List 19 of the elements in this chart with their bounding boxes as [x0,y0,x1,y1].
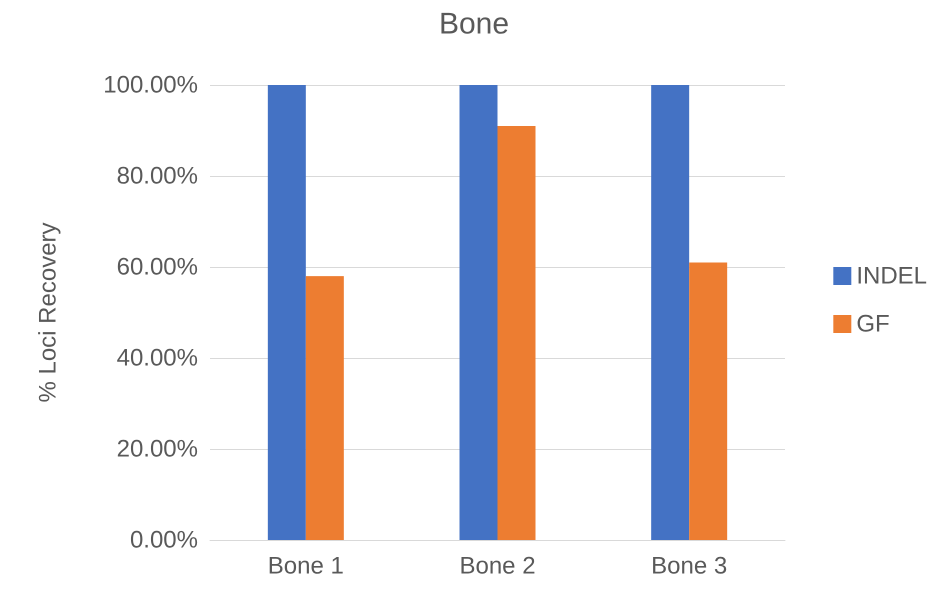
y-tick-label: 0.00% [130,526,198,554]
y-tick-label: 80.00% [116,162,198,190]
x-tick-label: Bone 3 [651,552,728,580]
bar [460,85,498,540]
chart-title: Bone [438,8,510,40]
legend-label: INDEL [856,262,927,290]
y-tick-label: 20.00% [116,436,198,462]
bar [498,126,536,540]
bar [306,276,344,540]
y-tick-label: 40.00% [116,344,198,372]
x-tick-label: Bone 2 [459,552,536,580]
bar [689,262,728,540]
bar [268,85,306,540]
y-tick-label: 60.00% [116,254,198,280]
legend-label: GF [856,310,890,338]
y-tick-label: 100.00% [103,72,198,98]
x-tick-label: Bone 1 [268,552,344,580]
bar [651,85,690,540]
y-axis-title: % Loci Recovery [34,222,62,403]
